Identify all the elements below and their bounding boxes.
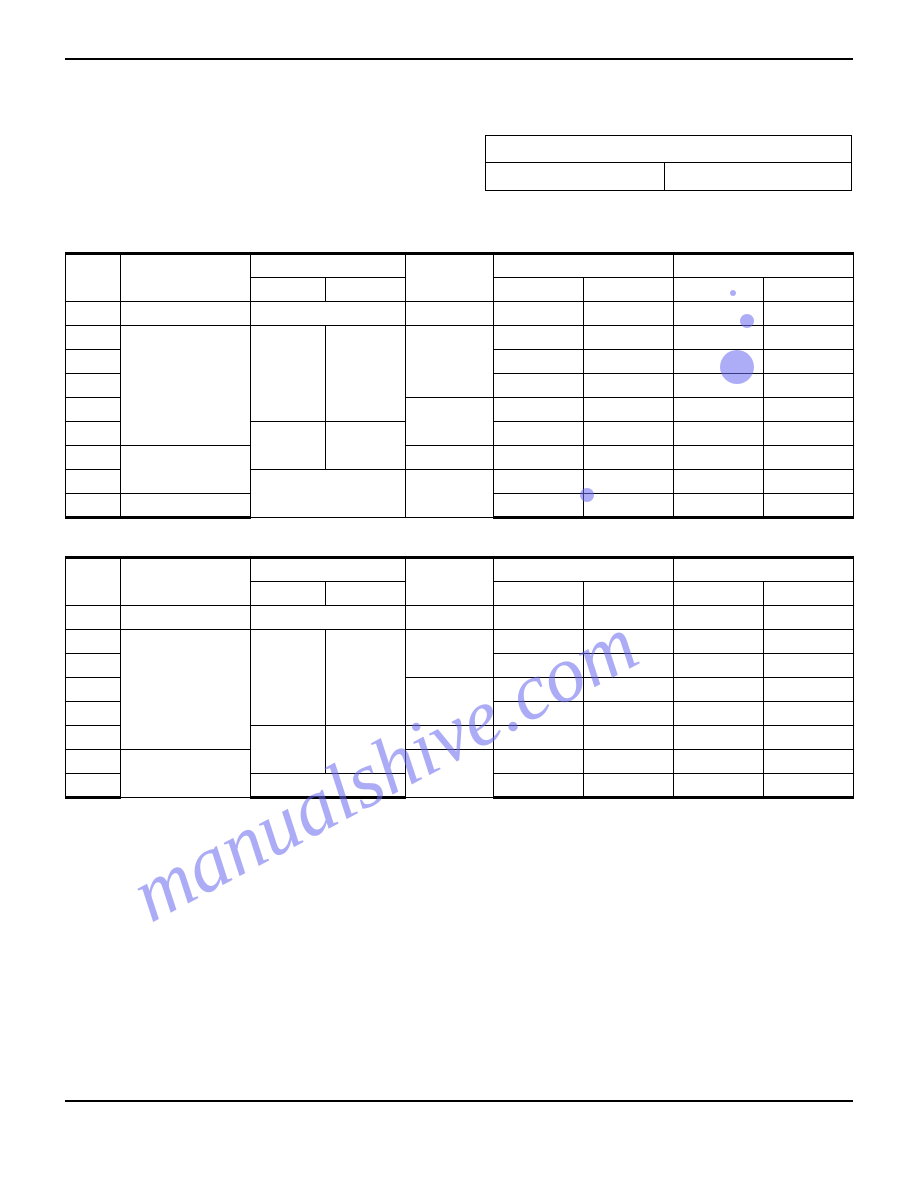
top-rule xyxy=(65,58,853,60)
info-box-row xyxy=(486,163,851,190)
info-box-row xyxy=(486,136,851,163)
table-row xyxy=(66,558,854,582)
info-box xyxy=(485,135,852,191)
bottom-rule xyxy=(65,1100,853,1102)
table-row xyxy=(66,302,854,326)
watermark-dot xyxy=(740,314,754,328)
table-row xyxy=(66,326,854,350)
table-row xyxy=(66,630,854,654)
watermark-dot xyxy=(730,290,736,296)
table-row xyxy=(66,254,854,278)
watermark-dot xyxy=(720,350,754,384)
watermark-dot xyxy=(580,488,594,502)
table-row xyxy=(66,606,854,630)
table-row xyxy=(66,446,854,470)
document-page: manualshive.com xyxy=(0,0,918,1188)
